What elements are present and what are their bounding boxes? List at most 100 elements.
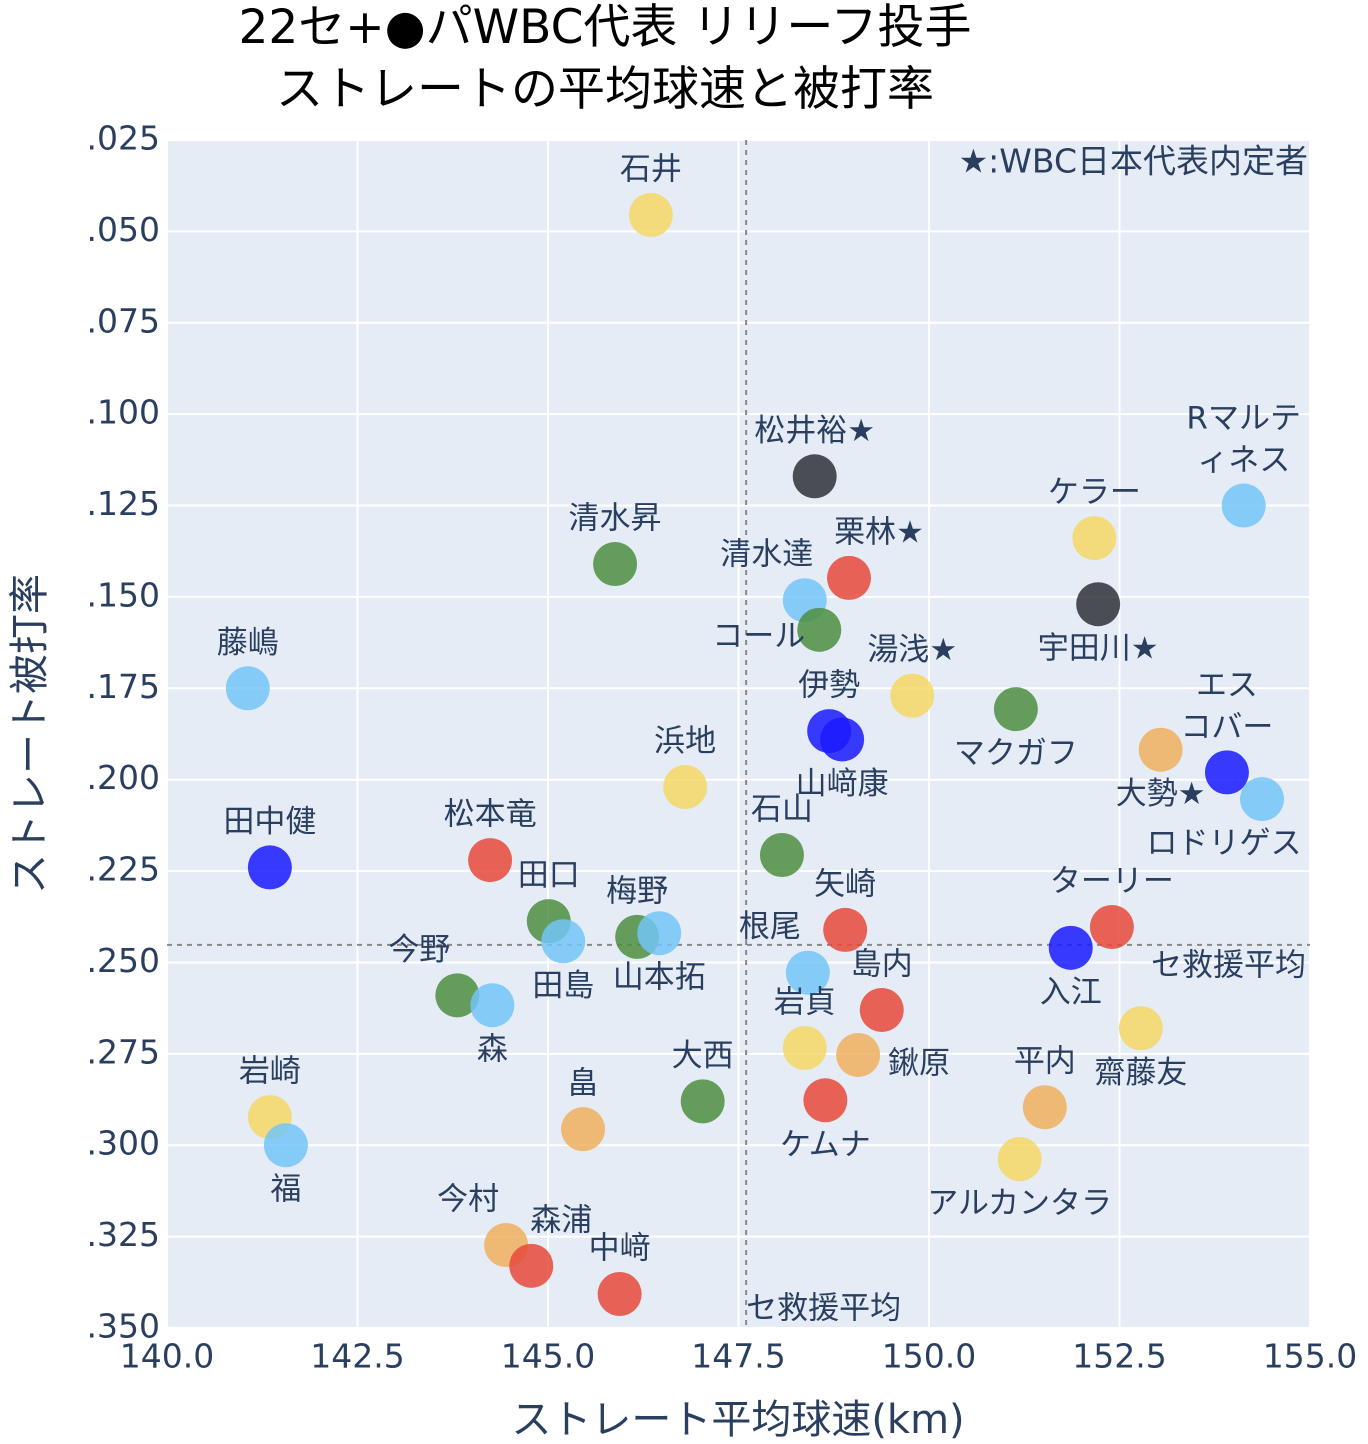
x-tick-label: 152.5 (1072, 1337, 1166, 1376)
point-label: 大勢★ (1116, 776, 1206, 812)
point-label: ターリー (1050, 864, 1174, 900)
point-label: 梅野 (606, 873, 668, 909)
point-label: 鍬原 (888, 1045, 950, 1081)
y-axis-title: ストレート被打率 (7, 574, 53, 894)
point (663, 765, 708, 810)
point-label: コール (712, 618, 805, 654)
point-label: 田中健 (223, 804, 316, 840)
point (468, 838, 513, 883)
point-label: 伊勢 (798, 668, 860, 704)
point (1048, 925, 1093, 970)
point-label: 岩貞 (774, 984, 836, 1020)
point-label: 田口 (518, 858, 580, 894)
point-label: 清水昇 (569, 501, 662, 537)
x-tick-label: 140.0 (120, 1337, 214, 1376)
reference-label: セ救援平均 (1151, 947, 1306, 983)
point-label: 田島 (532, 968, 594, 1004)
point (628, 192, 673, 237)
point (1138, 727, 1183, 772)
point (597, 1272, 642, 1317)
y-tick-label: .025 (87, 119, 160, 158)
point (680, 1079, 725, 1124)
y-tick-label: .225 (87, 850, 160, 889)
point (797, 607, 842, 652)
x-tick-label: 142.5 (310, 1337, 404, 1376)
point-label: 島内 (851, 946, 913, 982)
point-label: 森浦 (530, 1202, 592, 1238)
y-tick-label: .175 (87, 667, 160, 706)
point-label: 石井 (620, 151, 682, 187)
y-tick-label: .125 (87, 484, 160, 523)
y-tick-label: .300 (87, 1124, 160, 1163)
point (826, 555, 871, 600)
marks (225, 192, 1284, 1317)
y-tick-label: .100 (87, 393, 160, 432)
point-label: 浜地 (654, 724, 716, 760)
point (637, 911, 682, 956)
point-label: 入江 (1040, 974, 1102, 1010)
point-label: 山﨑康 (796, 766, 889, 802)
point (470, 983, 515, 1028)
point (859, 987, 904, 1032)
chart-title: 22セ+●パWBC代表 リリーフ投手ストレートの平均球速と被打率 (238, 0, 971, 117)
point (1022, 1085, 1067, 1130)
point-label: 中﨑 (589, 1231, 651, 1267)
point (1089, 905, 1134, 950)
x-tick-label: 145.0 (501, 1337, 595, 1376)
point-label: 森 (477, 1032, 508, 1068)
y-tick-label: .200 (87, 758, 160, 797)
point-label: エスコバー (1180, 667, 1273, 745)
point-label: 今野 (388, 932, 450, 968)
point-label: 大西 (672, 1038, 734, 1074)
y-tick-label: .250 (87, 941, 160, 980)
point-label: 清水達 (720, 537, 813, 573)
point (997, 1137, 1042, 1182)
point-label: Rマルティネス (1186, 400, 1301, 478)
point (435, 973, 480, 1018)
point-label: ケムナ (780, 1127, 871, 1163)
x-axis-title: ストレート平均球速(km) (511, 1397, 964, 1443)
point (782, 1025, 827, 1070)
point (225, 666, 270, 711)
point-label: 石山 (751, 791, 813, 827)
point (792, 454, 837, 499)
point (759, 832, 804, 877)
point (593, 542, 638, 587)
point (890, 673, 935, 718)
point-label: 平内 (1014, 1044, 1076, 1080)
point-label: マクガフ (954, 736, 1078, 772)
point-label: 湯浅★ (867, 632, 957, 668)
annotation: ★:WBC日本代表内定者 (959, 142, 1308, 181)
point-label: 栗林★ (834, 514, 924, 550)
point-label: 福 (270, 1172, 301, 1208)
point-label: 矢崎 (814, 866, 876, 902)
point (1204, 750, 1249, 795)
point (263, 1123, 308, 1168)
y-tick-label: .150 (87, 575, 160, 614)
point (1076, 582, 1121, 627)
point-label: 松井裕★ (754, 413, 875, 449)
point-label: 今村 (437, 1182, 499, 1218)
point (785, 950, 830, 995)
point-label: ケラー (1048, 475, 1141, 511)
point (803, 1078, 848, 1123)
y-tick-label: .325 (87, 1215, 160, 1254)
point (1221, 483, 1266, 528)
point-label: アルカンタラ (927, 1186, 1112, 1222)
point-label: 齋藤友 (1094, 1055, 1187, 1091)
y-tick-label: .275 (87, 1032, 160, 1071)
point (247, 845, 292, 890)
y-tick-label: .050 (87, 210, 160, 249)
point-label: ロドリゲス (1146, 826, 1301, 862)
y-tick-label: .075 (87, 301, 160, 340)
grid (166, 139, 1311, 1329)
point (993, 687, 1038, 732)
x-tick-label: 155.0 (1263, 1337, 1357, 1376)
y-tick-label: .350 (87, 1307, 160, 1346)
point-label: 松本竜 (444, 797, 537, 833)
point-label: 畠 (568, 1066, 599, 1102)
point-label: 根尾 (739, 909, 801, 945)
point-label: 藤嶋 (217, 625, 279, 661)
point (561, 1107, 606, 1152)
